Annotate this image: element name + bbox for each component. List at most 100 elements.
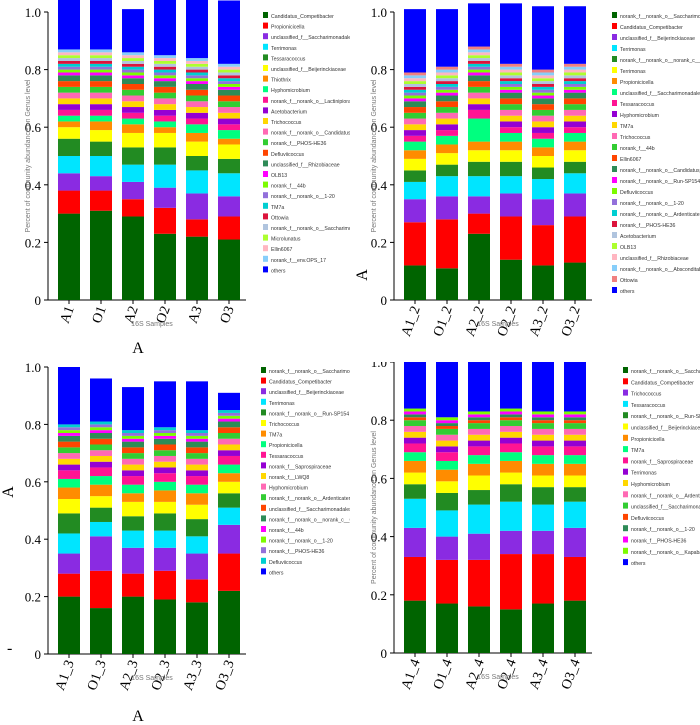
bar-segment xyxy=(468,161,490,177)
bar-segment xyxy=(58,441,80,448)
legend-swatch xyxy=(612,78,617,84)
bar-segment xyxy=(532,440,554,447)
bar-segment xyxy=(122,516,144,531)
bar-segment xyxy=(186,132,208,142)
bar-segment xyxy=(436,492,458,511)
x-tick-label: O3_3 xyxy=(213,658,238,692)
bar-segment xyxy=(218,69,240,73)
bar-segment xyxy=(186,107,208,113)
bar-segment xyxy=(532,434,554,441)
legend-label: norank_f__44b xyxy=(269,528,304,534)
legend-swatch xyxy=(623,389,628,396)
bar-segment xyxy=(90,427,112,431)
bar-segment xyxy=(468,104,490,110)
bar-segment xyxy=(436,92,458,96)
bar-segment xyxy=(186,553,208,580)
bar-segment xyxy=(122,112,144,119)
bar-segment xyxy=(500,259,522,300)
bar-segment xyxy=(218,464,240,474)
legend-swatch xyxy=(263,266,268,273)
bar-segment xyxy=(500,104,522,110)
bar-segment xyxy=(404,199,426,223)
bar-segment xyxy=(404,408,426,412)
y-tick-label: 0 xyxy=(381,293,388,308)
bar-segment xyxy=(186,438,208,442)
bar-segment xyxy=(532,179,554,200)
legend-label: Defluviicoccus xyxy=(620,190,654,196)
bar-segment xyxy=(218,124,240,131)
bar-segment xyxy=(564,428,586,435)
bar-segment xyxy=(564,434,586,441)
bar-segment xyxy=(154,60,176,64)
bar-segment xyxy=(564,86,586,90)
legend-label: Propionicicella xyxy=(269,443,303,449)
x-axis-sublabel: 16S Samples xyxy=(131,675,173,682)
bar-segment xyxy=(58,58,80,61)
legend-swatch xyxy=(263,43,268,50)
bar-segment xyxy=(564,475,586,488)
bar-segment xyxy=(468,60,490,64)
bar-segment xyxy=(564,75,586,79)
bar-segment xyxy=(500,460,522,473)
bar-segment xyxy=(500,414,522,418)
legend-swatch xyxy=(263,86,268,93)
bar-segment xyxy=(532,115,554,122)
bar-segment xyxy=(500,141,522,151)
bar-segment xyxy=(564,78,586,82)
bar-segment xyxy=(58,52,80,56)
bar-segment xyxy=(58,60,80,64)
legend-label: norank_f__norank_o__Saccharimonadales xyxy=(271,226,350,232)
bar-segment xyxy=(122,66,144,70)
bar-segment xyxy=(404,362,426,409)
bar-segment xyxy=(500,193,522,217)
x-axis-sublabel: 16S Samples xyxy=(131,321,173,328)
bar-segment xyxy=(154,115,176,122)
bar-segment xyxy=(468,69,490,73)
legend-label: Ottowia xyxy=(271,215,289,221)
bar-segment xyxy=(58,127,80,139)
bar-segment xyxy=(532,86,554,90)
bar-segment xyxy=(468,81,490,87)
legend-label: others xyxy=(631,561,646,567)
bar-segment xyxy=(404,72,426,76)
bar-segment xyxy=(404,472,426,485)
bar-segment xyxy=(436,268,458,300)
x-tick-label: A3_2 xyxy=(527,304,552,338)
bar-segment xyxy=(404,170,426,182)
bar-segment xyxy=(532,84,554,87)
bar-segment xyxy=(90,210,112,300)
bar-segment xyxy=(90,521,112,537)
x-axis-sublabel: 16S Samples xyxy=(477,674,519,681)
bar-segment xyxy=(218,66,240,70)
bar-segment xyxy=(218,107,240,113)
legend-label: norank_f__norank_o__Absconditabacteriale… xyxy=(620,267,700,273)
bar-segment xyxy=(436,144,458,154)
bar-segment xyxy=(122,438,144,442)
bar-segment xyxy=(154,207,176,234)
bar-segment xyxy=(218,138,240,145)
bar-segment xyxy=(90,0,112,50)
legend-swatch xyxy=(263,118,268,124)
legend-swatch xyxy=(623,513,628,520)
bar-segment xyxy=(468,92,490,99)
bar-segment xyxy=(468,52,490,56)
bar-segment xyxy=(218,444,240,451)
legend-swatch xyxy=(261,451,266,458)
bar-segment xyxy=(58,109,80,116)
bar-segment xyxy=(90,156,112,177)
bar-segment xyxy=(122,60,144,64)
bar-segment xyxy=(122,493,144,502)
bar-segment xyxy=(564,463,586,476)
bar-segment xyxy=(90,496,112,508)
legend-swatch xyxy=(612,232,617,238)
bar-segment xyxy=(154,69,176,73)
bar-segment xyxy=(122,596,144,654)
bar-segment xyxy=(186,602,208,654)
bar-segment xyxy=(154,570,176,600)
bar-segment xyxy=(186,63,208,67)
bar-segment xyxy=(154,433,176,436)
legend-label: Microlunatus xyxy=(271,237,301,243)
bar-segment xyxy=(404,118,426,125)
bar-segment xyxy=(218,196,240,217)
bar-segment xyxy=(90,141,112,156)
